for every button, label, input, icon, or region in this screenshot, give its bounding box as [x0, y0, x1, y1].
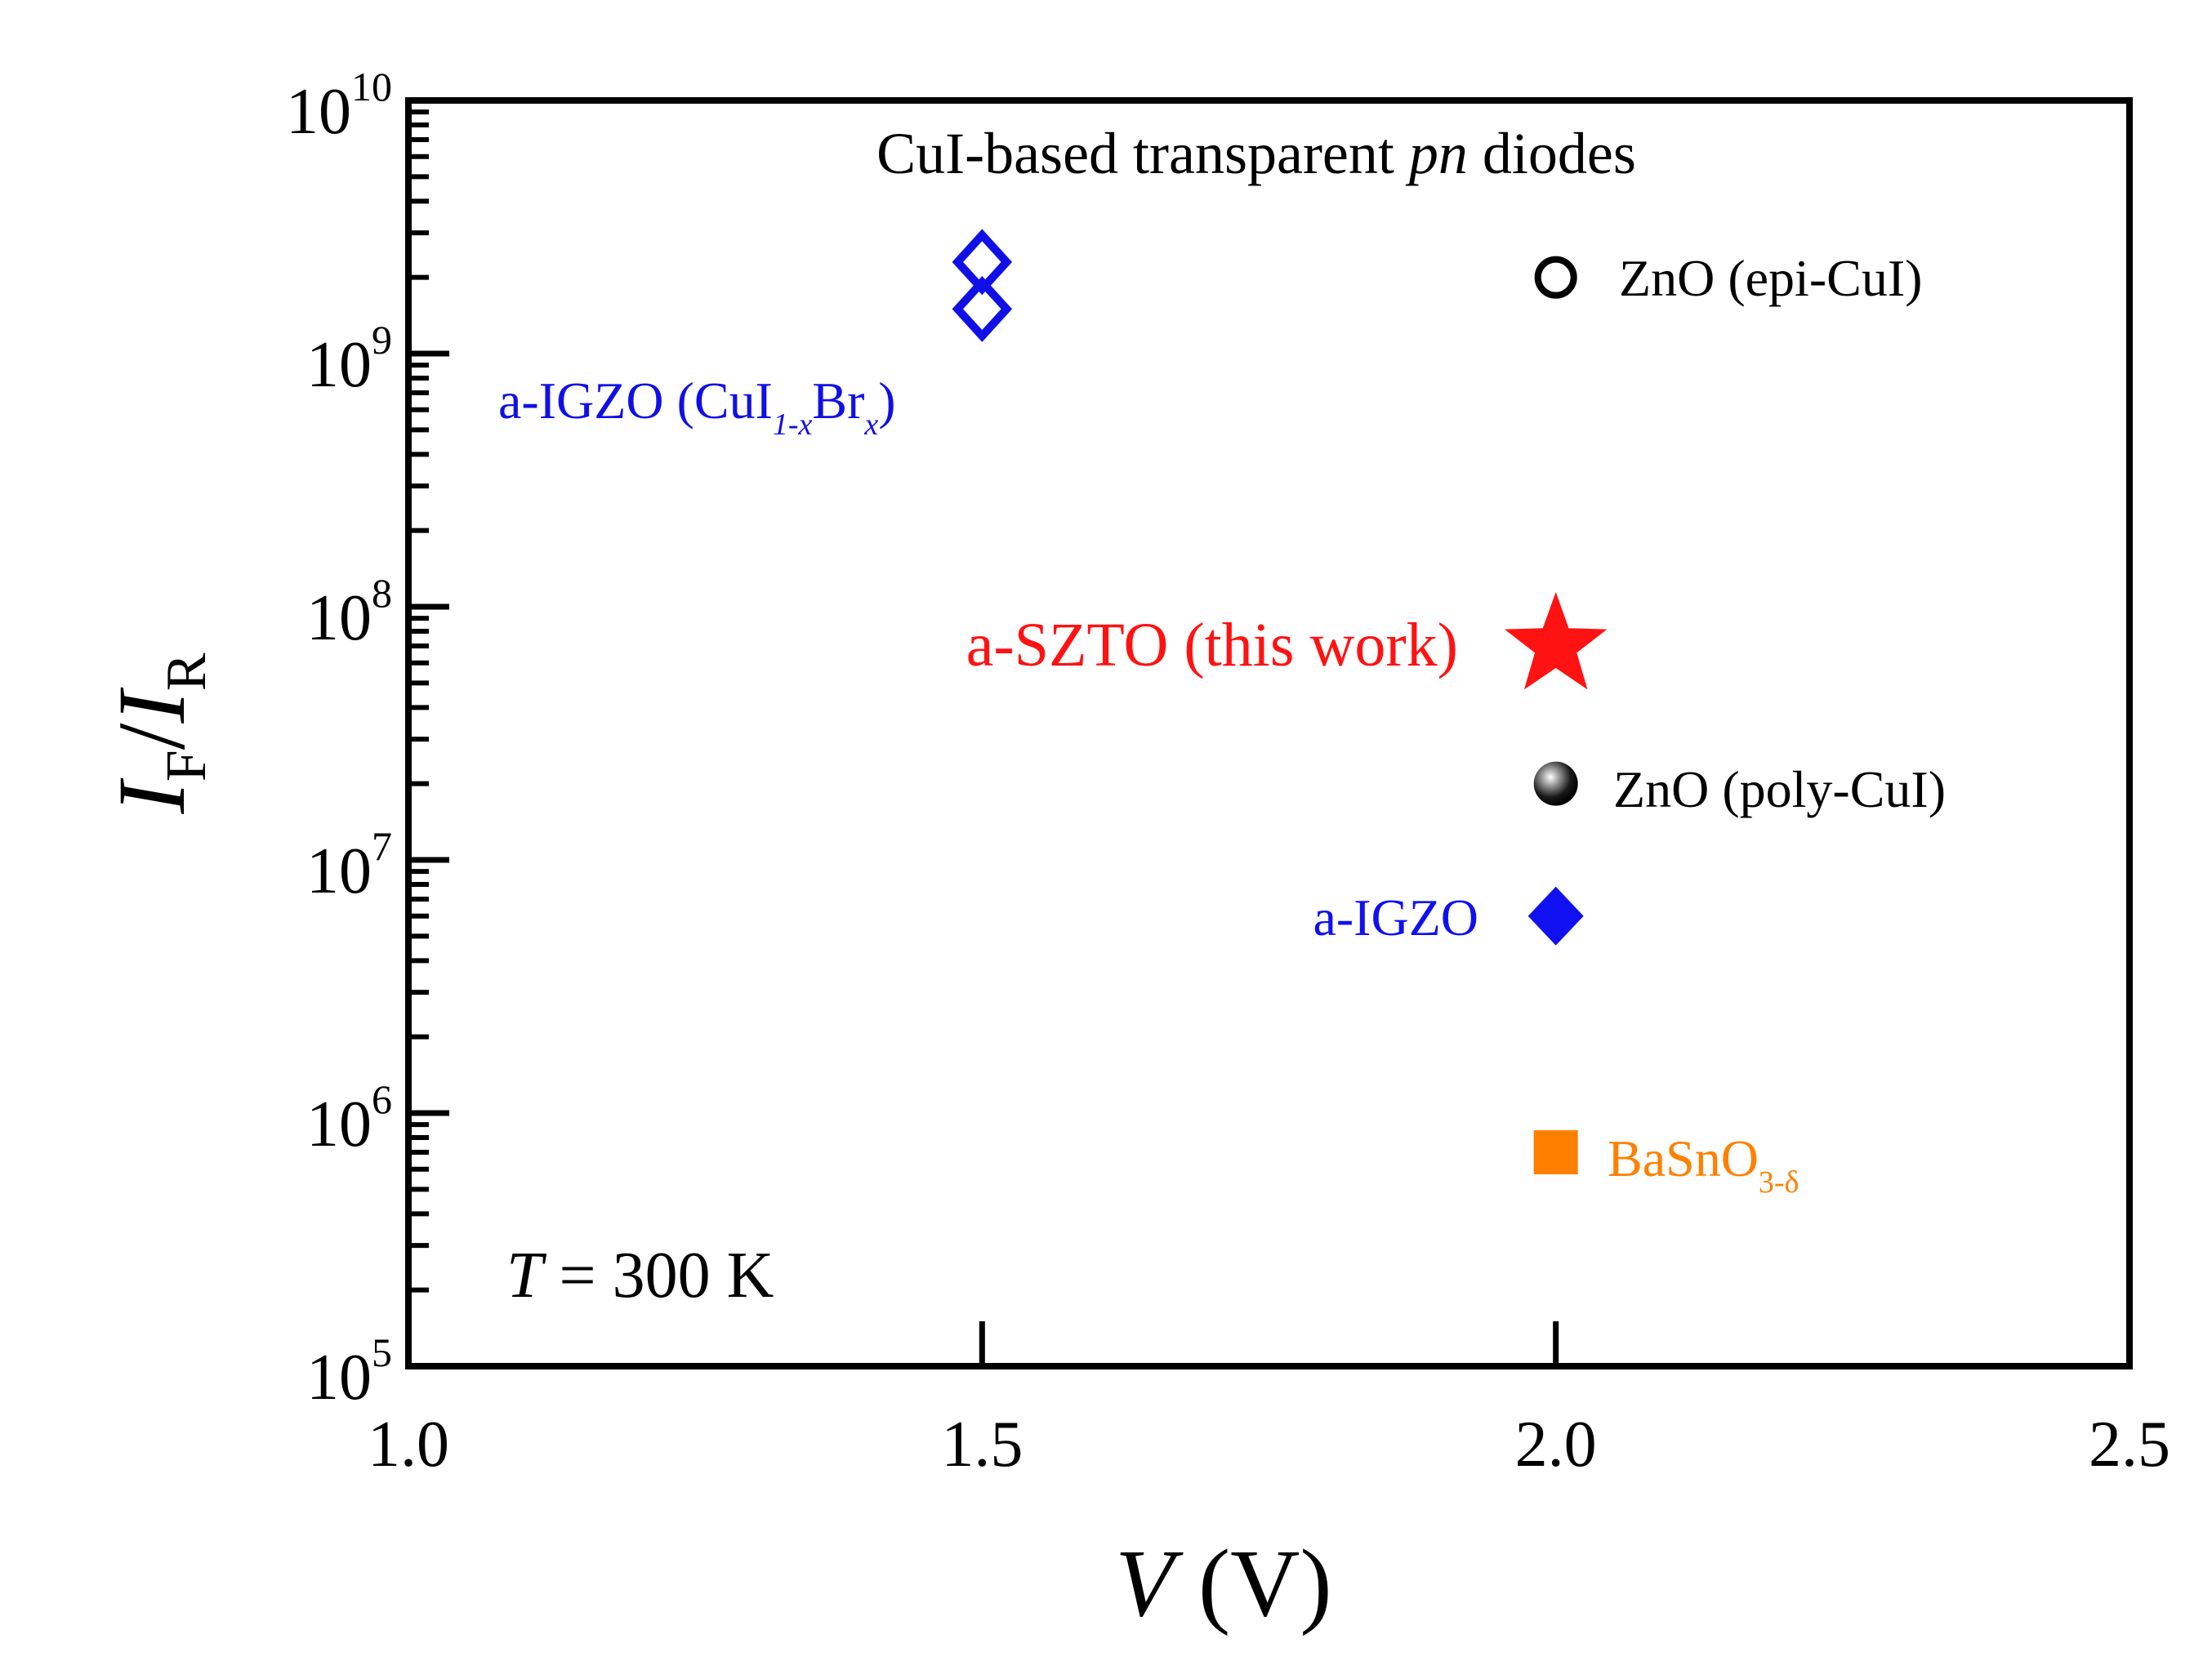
marker-square-filled — [1533, 1130, 1578, 1175]
y-tick-label: 109 — [306, 317, 392, 401]
marker-diamond-filled — [1527, 886, 1584, 946]
data-markers — [952, 229, 1608, 1175]
x-axis-ticks — [979, 1321, 1559, 1366]
y-tick-label: 107 — [306, 823, 392, 907]
marker-circle-filled — [1533, 761, 1578, 806]
series-label-a-igzo: a-IGZO — [1313, 888, 1478, 946]
series-label-a-igzo-cuibr: a-IGZO (CuI1-xBrx) — [498, 372, 896, 442]
series-label-zno-epi-cui: ZnO (epi-CuI) — [1619, 249, 1922, 307]
series-label-basno: BaSnO3-δ — [1608, 1129, 1799, 1200]
x-tick-label: 2.0 — [1515, 1409, 1597, 1481]
y-tick-label: 106 — [306, 1076, 392, 1160]
x-tick-labels: 1.0 1.5 2.0 2.5 — [368, 1409, 2170, 1481]
y-tick-label: 1010 — [286, 64, 392, 148]
series-label-a-szto: a-SZTO (this work) — [966, 611, 1458, 679]
chart-title: CuI-based transparent pn diodes — [876, 121, 1636, 186]
x-tick-label: 2.5 — [2089, 1409, 2170, 1481]
y-axis-label: IF/IR — [98, 652, 218, 814]
y-tick-label: 108 — [306, 570, 392, 654]
temperature-annotation: T = 300 K — [506, 1240, 774, 1312]
marker-diamond-open — [952, 275, 1013, 342]
series-label-zno-poly-cui: ZnO (poly-CuI) — [1613, 760, 1946, 818]
x-axis-label: V (V) — [1115, 1530, 1331, 1637]
y-axis-ticks — [408, 109, 449, 1293]
marker-diamond-open — [952, 229, 1013, 296]
marker-circle-open — [1534, 256, 1577, 299]
y-tick-label: 105 — [306, 1329, 392, 1414]
x-tick-label: 1.0 — [368, 1409, 449, 1481]
plot-frame — [405, 97, 2133, 1369]
y-tick-labels: 105 106 107 108 109 1010 — [286, 64, 392, 1414]
marker-star — [1504, 592, 1608, 690]
x-tick-label: 1.5 — [941, 1409, 1023, 1481]
